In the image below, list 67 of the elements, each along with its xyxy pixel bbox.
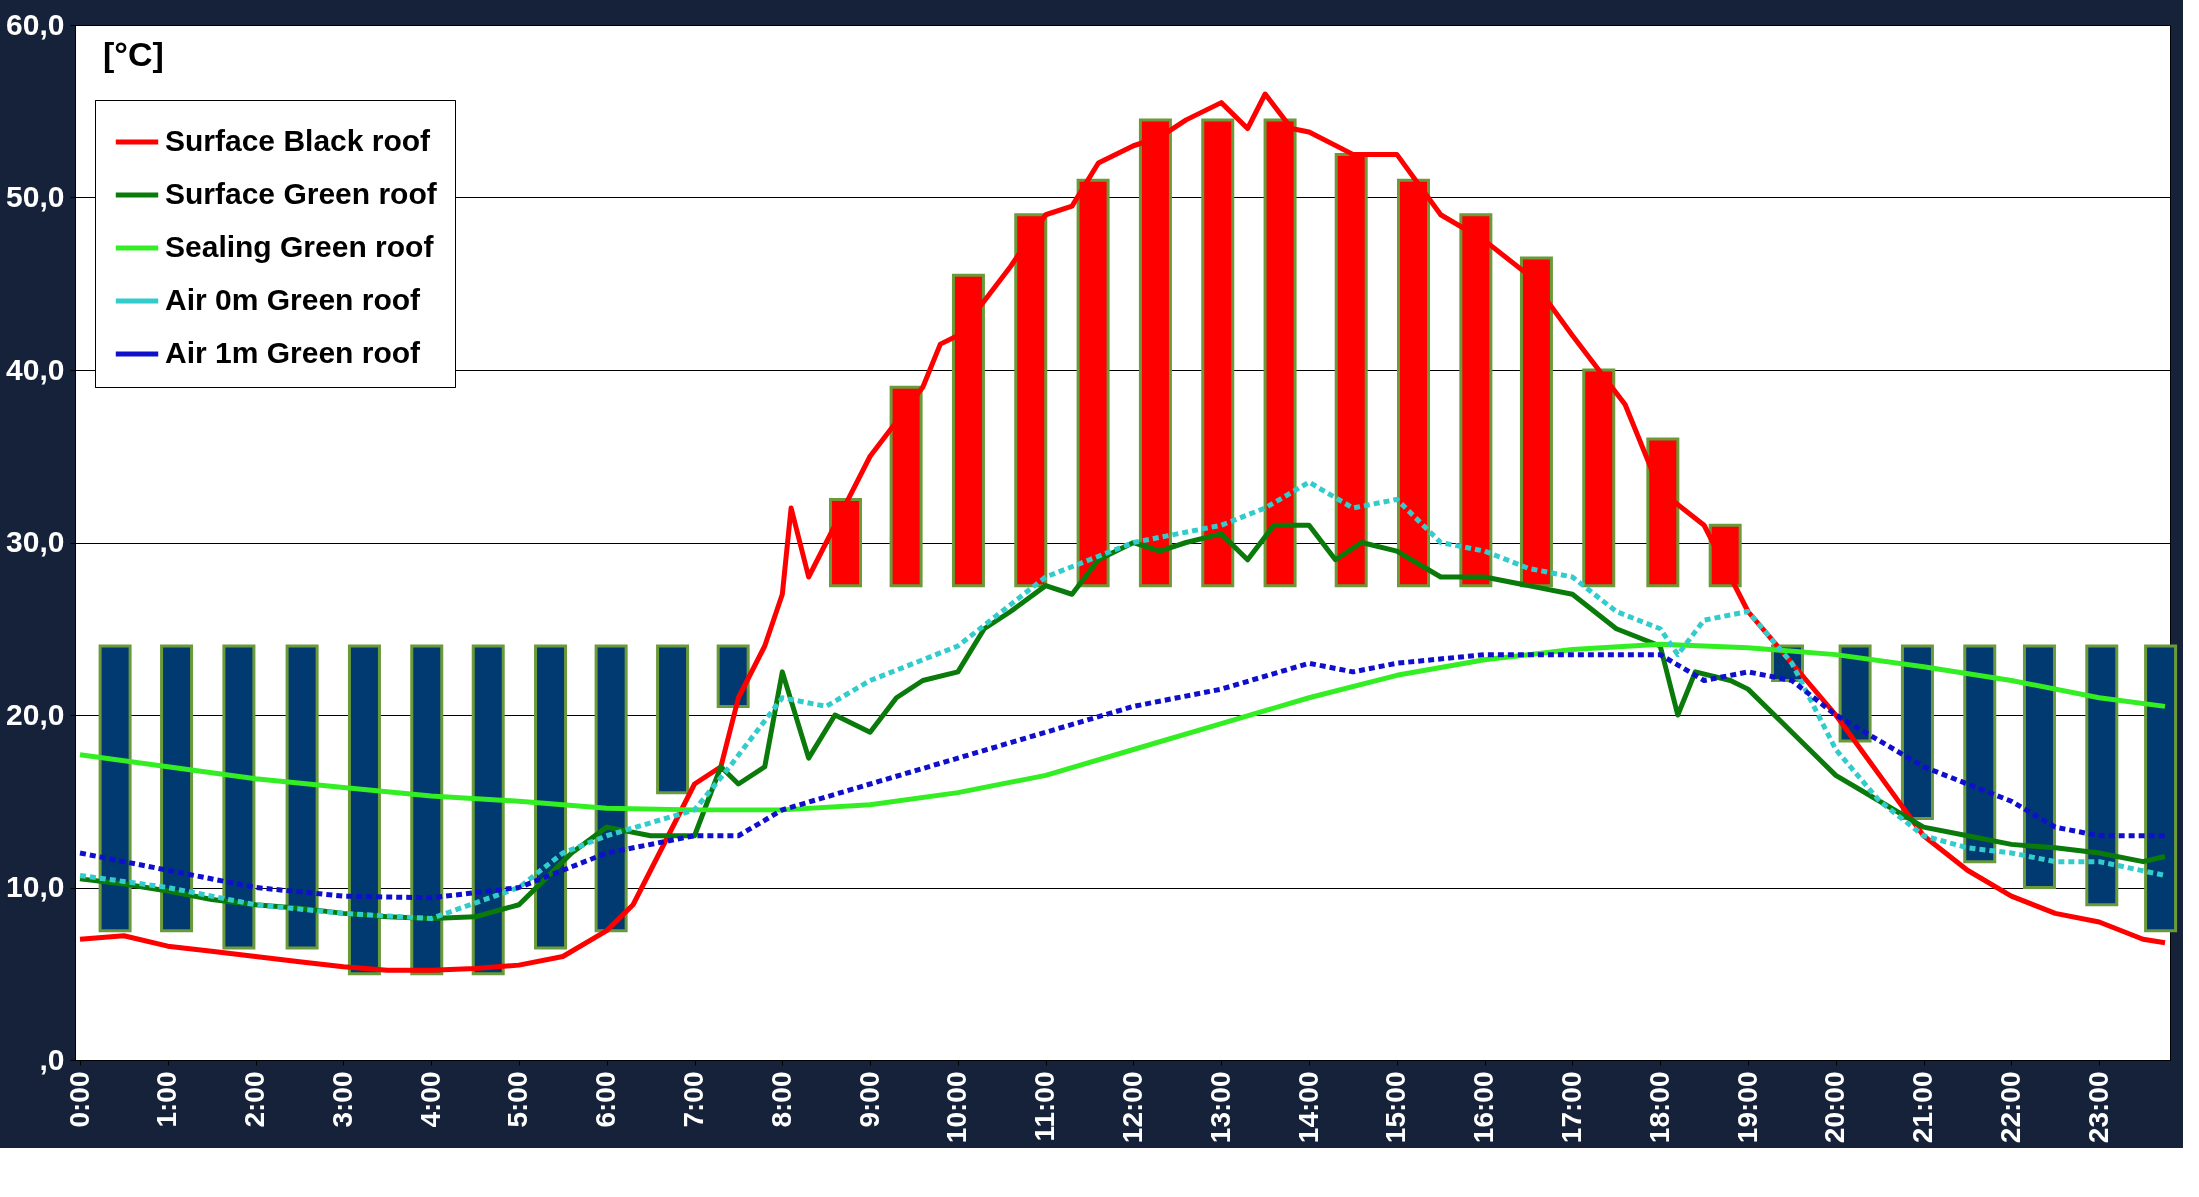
bar	[1519, 256, 1553, 588]
x-tick-label: 17:00	[1555, 1071, 1587, 1144]
bar	[1900, 644, 1934, 820]
x-tick-label: 16:00	[1468, 1071, 1500, 1144]
x-tick-label: 2:00	[239, 1071, 271, 1128]
bar	[534, 644, 568, 950]
bar	[829, 497, 863, 588]
bar	[1076, 178, 1110, 588]
bar	[160, 644, 194, 933]
legend-label: Air 0m Green roof	[165, 283, 422, 316]
y-tick-label: 50,0	[6, 180, 65, 213]
x-tick-label: 14:00	[1292, 1071, 1324, 1144]
x-tick-label: 12:00	[1116, 1071, 1148, 1144]
y-tick-label: 10,0	[6, 870, 65, 903]
x-tick-label: 1:00	[151, 1071, 183, 1128]
x-tick-label: 0:00	[63, 1071, 95, 1128]
bar	[471, 644, 505, 976]
x-tick-label: 3:00	[326, 1071, 358, 1128]
legend-label: Surface Black roof	[165, 124, 432, 157]
bar	[222, 644, 256, 950]
bar	[1459, 213, 1493, 588]
y-tick-label: 40,0	[6, 352, 65, 386]
x-tick-label: 5:00	[502, 1071, 534, 1128]
bar	[951, 273, 985, 588]
y-tick-label: 30,0	[6, 525, 65, 558]
x-tick-label: 7:00	[678, 1071, 710, 1128]
bar	[1263, 118, 1297, 588]
y-tick-label: 60,0	[6, 7, 65, 41]
bar	[1201, 118, 1235, 588]
bar	[2022, 644, 2056, 889]
legend-label: Surface Green roof	[165, 177, 438, 210]
bar	[2144, 644, 2178, 933]
bar	[1646, 437, 1680, 588]
bar	[716, 644, 750, 708]
x-tick-label: 15:00	[1380, 1071, 1412, 1144]
bar	[656, 644, 690, 795]
x-tick-label: 10:00	[941, 1071, 973, 1144]
bar	[2085, 644, 2119, 907]
x-tick-label: 18:00	[1643, 1071, 1675, 1144]
x-tick-label: 9:00	[853, 1071, 885, 1128]
x-tick-label: 22:00	[1994, 1071, 2026, 1144]
x-tick-label: 4:00	[414, 1071, 446, 1128]
legend-label: Air 1m Green roof	[165, 336, 422, 369]
x-tick-label: 19:00	[1731, 1071, 1763, 1144]
x-tick-label: 20:00	[1819, 1071, 1851, 1144]
x-tick-label: 21:00	[1907, 1071, 1939, 1144]
bar	[1334, 152, 1368, 588]
bar	[1582, 368, 1616, 588]
bar	[347, 644, 381, 976]
legend-label: Sealing Green roof	[165, 230, 435, 263]
x-tick-label: 6:00	[590, 1071, 622, 1128]
y-tick-label: ,0	[39, 1042, 65, 1076]
bar	[1014, 213, 1048, 588]
x-tick-label: 23:00	[2082, 1071, 2114, 1144]
bar	[98, 644, 132, 933]
y-axis-title: [°C]	[103, 35, 164, 73]
bar	[1963, 644, 1997, 864]
bar	[1138, 118, 1172, 588]
bar	[410, 644, 444, 976]
x-tick-label: 11:00	[1029, 1071, 1061, 1142]
bar	[594, 644, 628, 933]
bar	[1397, 178, 1431, 588]
bar	[285, 644, 319, 950]
y-tick-label: 20,0	[6, 697, 65, 731]
x-tick-label: 13:00	[1204, 1071, 1236, 1144]
x-tick-label: 8:00	[765, 1071, 797, 1128]
bar	[889, 385, 923, 588]
